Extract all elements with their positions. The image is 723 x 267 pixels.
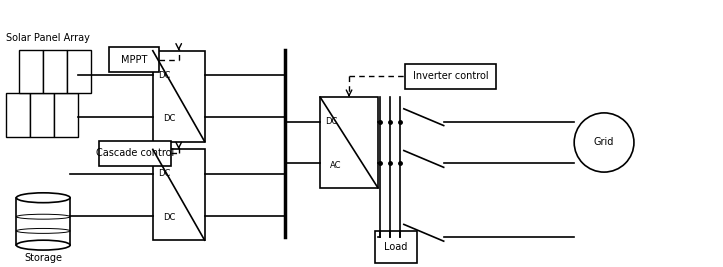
- Polygon shape: [30, 93, 54, 137]
- Ellipse shape: [17, 240, 70, 250]
- Text: DC: DC: [163, 114, 175, 123]
- Bar: [17, 198, 70, 245]
- Text: Storage: Storage: [25, 253, 62, 263]
- Text: DC: DC: [158, 71, 170, 80]
- Text: DC: DC: [325, 117, 338, 126]
- Text: DC: DC: [158, 170, 170, 178]
- Bar: [375, 231, 416, 263]
- Polygon shape: [43, 50, 67, 93]
- Polygon shape: [7, 93, 30, 137]
- Text: Solar Panel Array: Solar Panel Array: [7, 33, 90, 43]
- Text: Grid: Grid: [594, 138, 615, 147]
- Polygon shape: [153, 51, 205, 142]
- Polygon shape: [320, 97, 378, 188]
- Bar: [99, 140, 171, 166]
- Text: AC: AC: [330, 161, 342, 170]
- Text: Cascade control: Cascade control: [95, 148, 174, 158]
- Text: Load: Load: [384, 242, 408, 252]
- Polygon shape: [153, 150, 205, 240]
- Bar: [109, 47, 159, 72]
- Text: Inverter control: Inverter control: [413, 71, 489, 81]
- Text: DC: DC: [163, 213, 175, 222]
- Polygon shape: [67, 50, 91, 93]
- Text: MPPT: MPPT: [121, 55, 147, 65]
- Polygon shape: [20, 50, 43, 93]
- Polygon shape: [54, 93, 78, 137]
- Bar: [405, 64, 497, 89]
- Circle shape: [574, 113, 634, 172]
- Ellipse shape: [17, 193, 70, 203]
